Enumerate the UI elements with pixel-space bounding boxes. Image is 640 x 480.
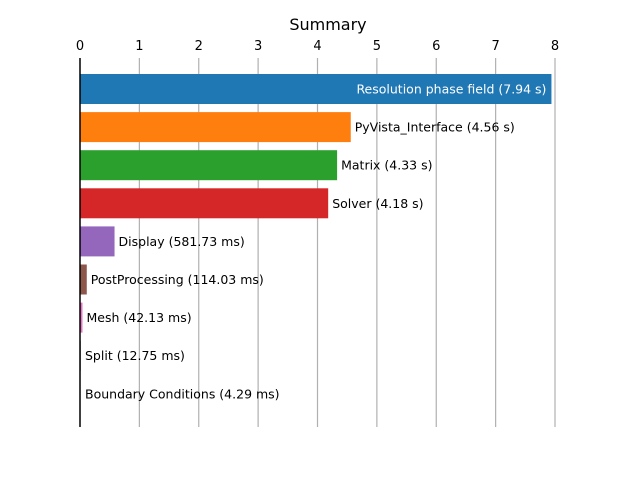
- x-tick-label: 5: [373, 39, 381, 54]
- chart-title: Summary: [289, 15, 366, 34]
- bar-labels: Resolution phase field (7.94 s) PyVista_I…: [85, 82, 546, 402]
- bar: [80, 150, 338, 181]
- bar-label: PyVista_Interface (4.56 s): [355, 120, 515, 135]
- bar: [80, 264, 87, 295]
- bar: [80, 302, 83, 333]
- bars: [80, 74, 552, 409]
- bar-label: Split (12.75 ms): [85, 348, 185, 363]
- bar-label: Mesh (42.13 ms): [87, 310, 192, 325]
- x-tick-label: 6: [432, 39, 440, 54]
- bar: [80, 188, 329, 219]
- x-tick-label: 1: [135, 39, 143, 54]
- bar: [80, 112, 351, 143]
- x-tick-label: 7: [491, 39, 499, 54]
- bar-label: Display (581.73 ms): [119, 234, 245, 249]
- x-axis-ticks: 0 1 2 3 4 5 6 7 8: [76, 39, 559, 54]
- x-tick-label: 3: [254, 39, 262, 54]
- bar-label: Matrix (4.33 s): [341, 158, 432, 173]
- bar-label: Solver (4.18 s): [332, 196, 423, 211]
- x-tick-label: 4: [313, 39, 321, 54]
- bar-label: PostProcessing (114.03 ms): [91, 272, 264, 287]
- bar-label: Boundary Conditions (4.29 ms): [85, 386, 280, 401]
- bar-label: Resolution phase field (7.94 s): [356, 82, 546, 97]
- x-tick-label: 8: [551, 39, 559, 54]
- x-tick-label: 2: [195, 39, 203, 54]
- x-tick-label: 0: [76, 39, 84, 54]
- bar: [80, 226, 115, 257]
- bar: [80, 74, 552, 104]
